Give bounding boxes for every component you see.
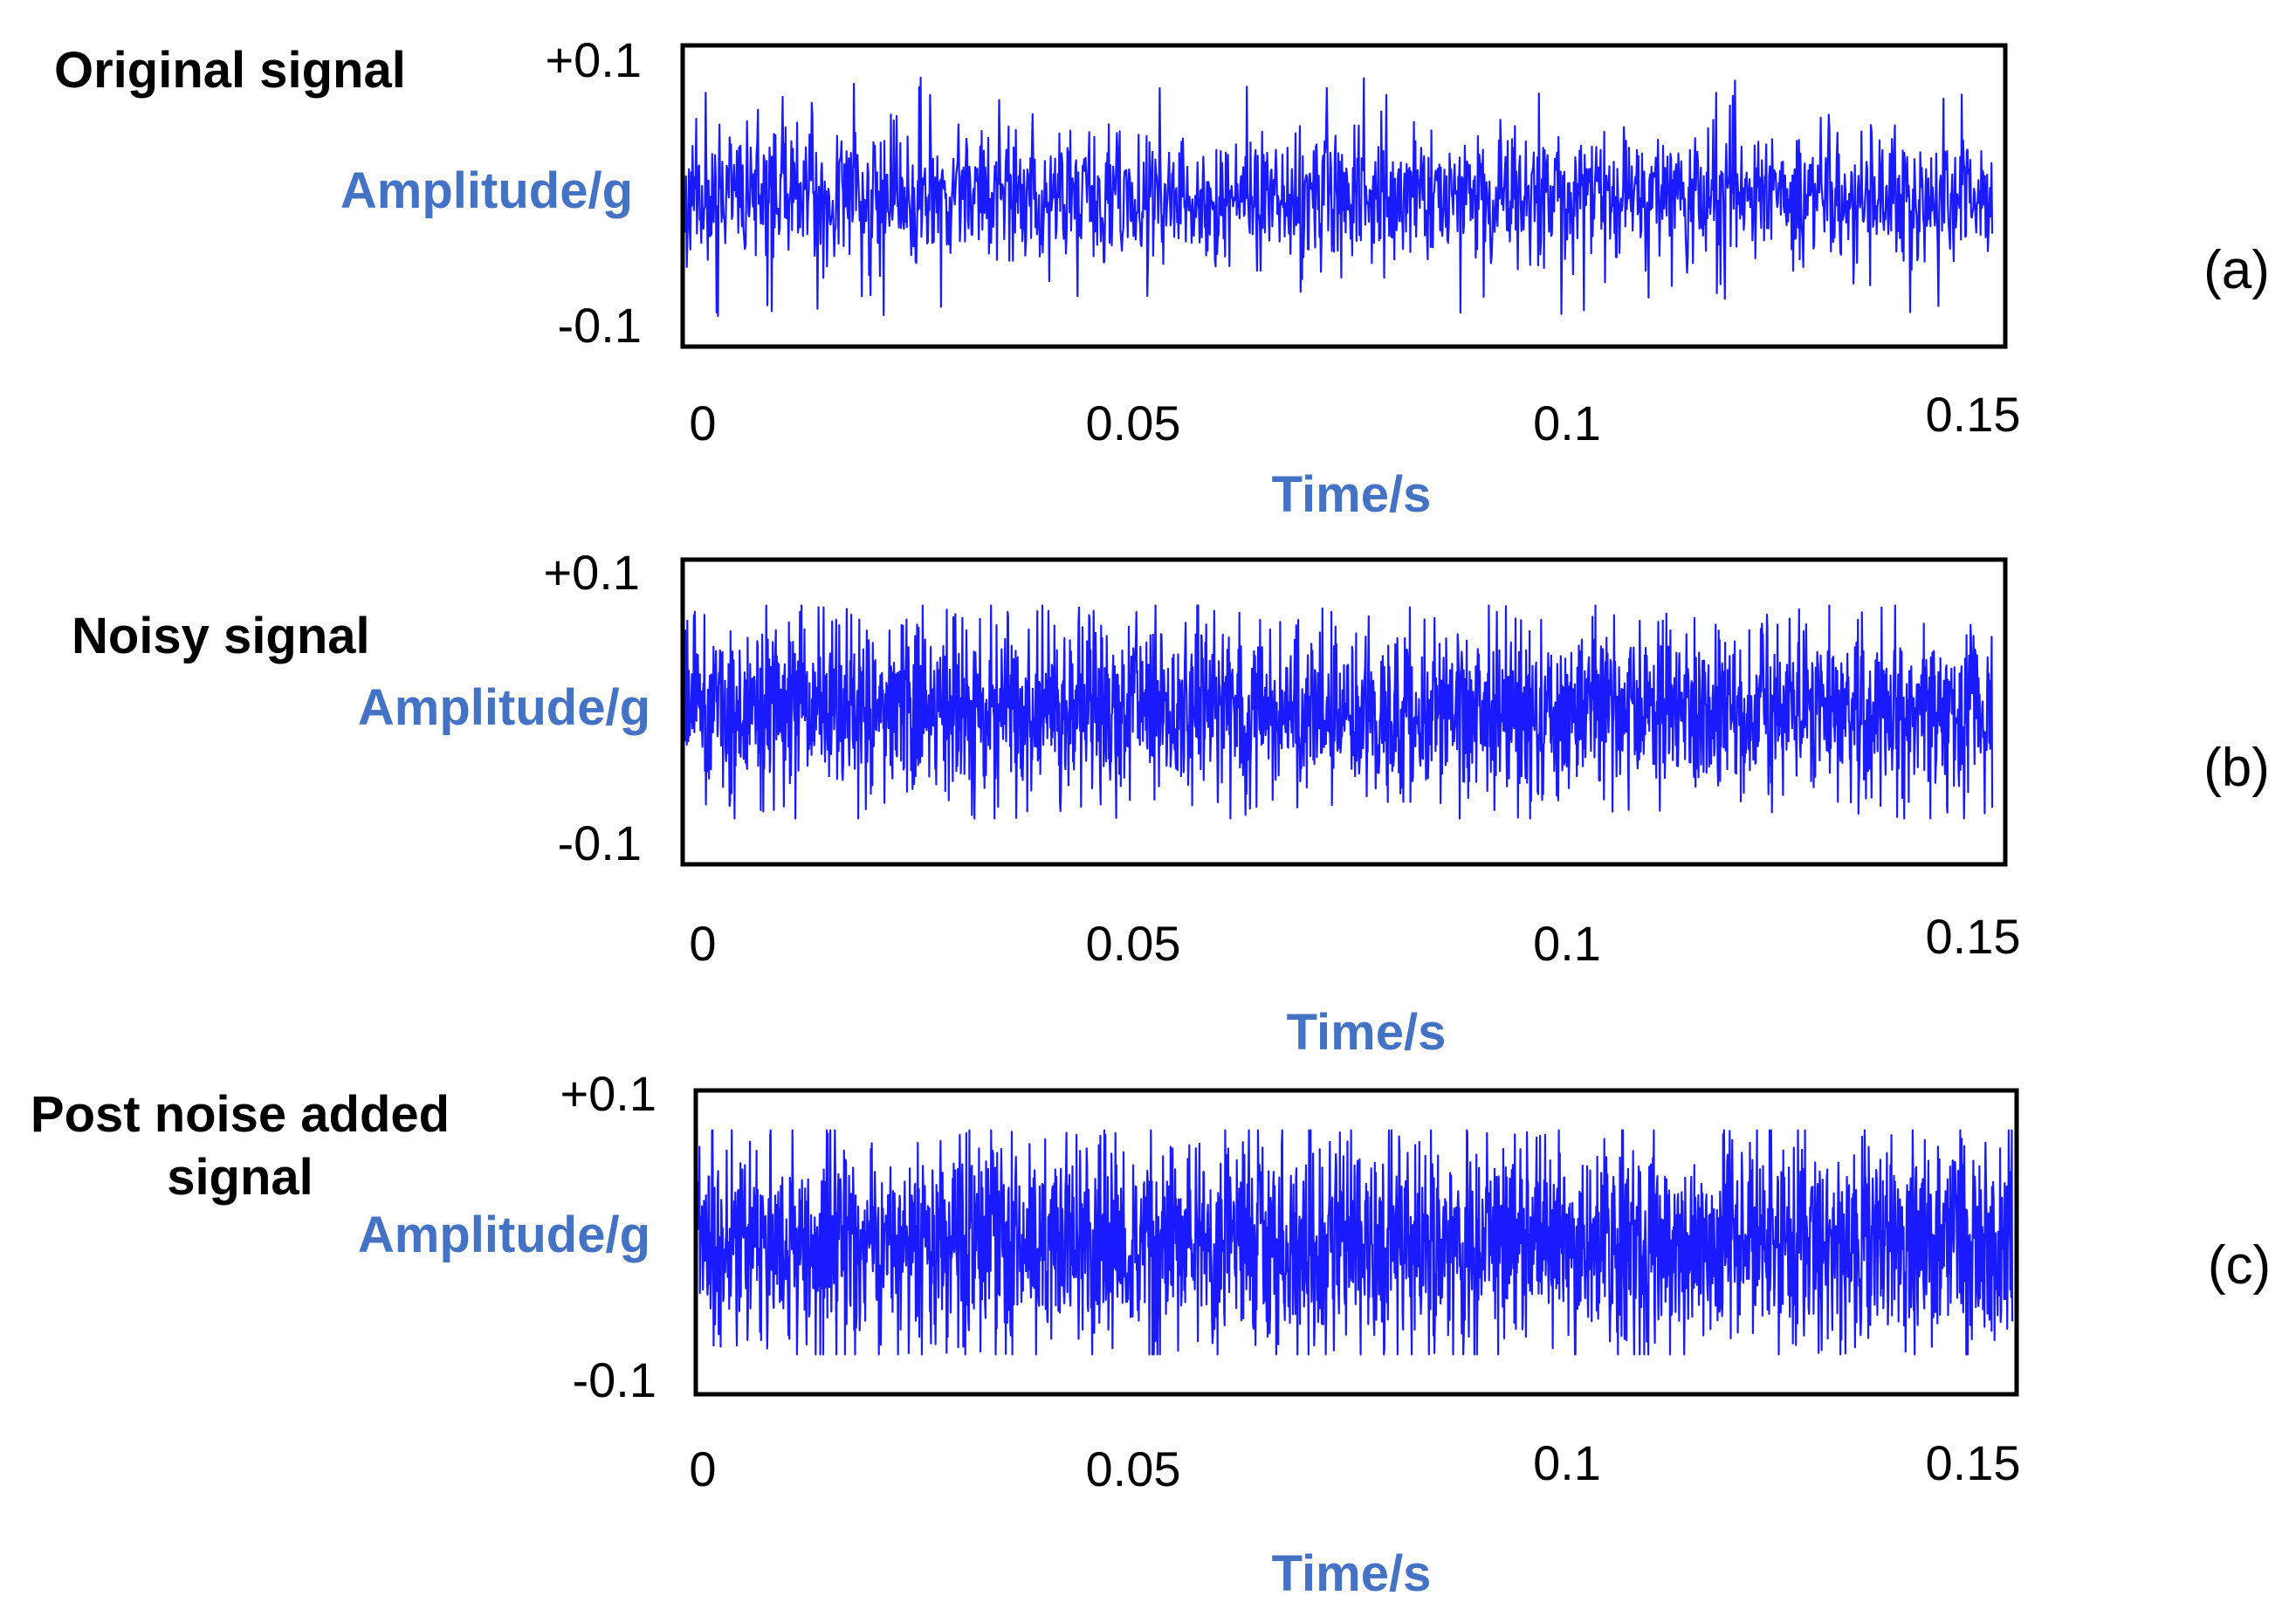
panel-b-xtick-0: 0	[689, 916, 716, 971]
panel-c-ylabel: Amplitude/g	[358, 1207, 650, 1263]
panel-c-xtick-2: 0.1	[1533, 1435, 1601, 1490]
panel-b-letter: (b)	[2203, 738, 2270, 798]
panel-c-title-line-1: Post noise added	[31, 1086, 450, 1143]
panel-b-xtick-2: 0.1	[1533, 916, 1601, 971]
panel-a-xlabel: Time/s	[1272, 466, 1432, 523]
panel-c-xtick-0: 0	[689, 1441, 716, 1496]
panel-b: Noisy signal +0.1 -0.1 Amplitude/g 0 0.0…	[72, 545, 2270, 1061]
panel-a-title: Original signal	[54, 42, 406, 99]
panel-c-letter: (c)	[2208, 1235, 2271, 1296]
panel-b-xtick-1: 0.05	[1086, 916, 1181, 971]
panel-a-plot-frame	[680, 43, 2008, 349]
panel-c: Post noise added signal +0.1 -0.1 Amplit…	[31, 1066, 2271, 1602]
panel-b-ylabel: Amplitude/g	[358, 679, 650, 736]
panel-a-xtick-3: 0.15	[1926, 387, 2021, 442]
panel-c-ytick-bottom: -0.1	[573, 1352, 657, 1407]
panel-b-plot-frame	[680, 557, 2008, 867]
panel-c-plot-frame	[693, 1088, 2019, 1397]
panel-b-title: Noisy signal	[72, 608, 370, 664]
panel-b-ytick-bottom: -0.1	[558, 815, 643, 870]
panel-a-signal-line	[684, 76, 1994, 317]
panel-b-xlabel: Time/s	[1287, 1004, 1447, 1061]
panel-c-xlabel: Time/s	[1272, 1545, 1432, 1602]
panel-b-ytick-top: +0.1	[543, 545, 640, 600]
panel-a-ylabel: Amplitude/g	[340, 162, 633, 219]
panel-a-ytick-bottom: -0.1	[558, 298, 643, 353]
panel-c-title-line-2: signal	[167, 1149, 313, 1206]
panel-c-xtick-3: 0.15	[1926, 1435, 2021, 1490]
panel-b-xtick-3: 0.15	[1926, 909, 2021, 964]
panel-a-xtick-2: 0.1	[1533, 395, 1601, 450]
panel-c-xtick-1: 0.05	[1086, 1441, 1181, 1496]
panel-a-xtick-1: 0.05	[1086, 395, 1181, 450]
panel-b-signal-line	[684, 604, 1994, 820]
panel-a-ytick-top: +0.1	[545, 32, 642, 87]
panel-c-ytick-top: +0.1	[560, 1066, 656, 1121]
panel-a-letter: (a)	[2203, 240, 2270, 300]
panel-a: Original signal +0.1 -0.1 Amplitude/g 0 …	[54, 32, 2270, 523]
panel-a-xtick-0: 0	[689, 395, 716, 450]
panel-c-signal-line	[697, 1129, 2014, 1356]
